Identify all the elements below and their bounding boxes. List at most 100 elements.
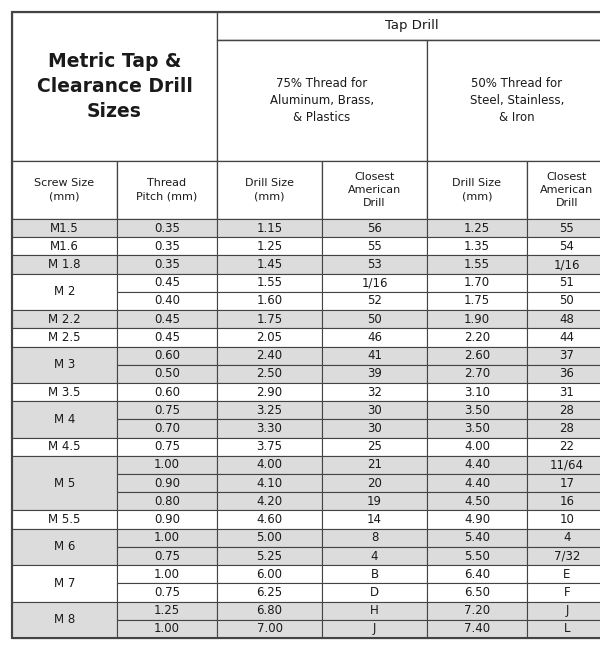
Text: 0.80: 0.80	[154, 495, 180, 508]
Text: F: F	[563, 586, 571, 599]
Bar	[427, 346, 527, 365]
Bar	[427, 620, 527, 638]
Text: 5.25: 5.25	[257, 549, 283, 562]
Bar	[427, 328, 527, 346]
Bar	[117, 565, 217, 583]
Text: 6.00: 6.00	[257, 567, 283, 580]
Text: 50% Thread for
Steel, Stainless,
& Iron: 50% Thread for Steel, Stainless, & Iron	[470, 77, 564, 124]
Text: 1.00: 1.00	[154, 623, 180, 636]
Text: 6.80: 6.80	[257, 604, 283, 617]
Text: 1.70: 1.70	[464, 276, 490, 289]
Text: 3.30: 3.30	[257, 422, 283, 435]
Text: Drill Size
(mm): Drill Size (mm)	[452, 178, 502, 202]
Bar	[217, 161, 322, 219]
Text: M 8: M 8	[54, 614, 75, 627]
Text: 6.25: 6.25	[256, 586, 283, 599]
Bar	[12, 310, 117, 328]
Bar	[217, 274, 322, 292]
Bar	[117, 547, 217, 565]
Text: 50: 50	[367, 313, 382, 326]
Bar	[117, 346, 217, 365]
Bar	[217, 328, 322, 346]
Text: 31: 31	[560, 385, 574, 398]
Bar	[527, 274, 600, 292]
Text: 0.90: 0.90	[154, 476, 180, 489]
Text: 5.40: 5.40	[464, 531, 490, 544]
Text: 28: 28	[560, 404, 574, 417]
Text: M 7: M 7	[54, 577, 75, 590]
Text: 14: 14	[367, 513, 382, 526]
Text: 4.40: 4.40	[464, 458, 490, 471]
Bar	[322, 328, 427, 346]
Text: 75% Thread for
Aluminum, Brass,
& Plastics: 75% Thread for Aluminum, Brass, & Plasti…	[270, 77, 374, 124]
Text: 4.20: 4.20	[256, 495, 283, 508]
Bar	[527, 474, 600, 492]
Bar	[217, 528, 322, 547]
Text: 4: 4	[563, 531, 571, 544]
Bar	[427, 601, 527, 620]
Bar	[427, 274, 527, 292]
Bar	[527, 528, 600, 547]
Bar	[322, 456, 427, 474]
Text: M 5.5: M 5.5	[49, 513, 80, 526]
Bar	[117, 310, 217, 328]
Text: M1.5: M1.5	[50, 222, 79, 235]
Bar	[322, 565, 427, 583]
Text: 5.50: 5.50	[464, 549, 490, 562]
Text: 7.00: 7.00	[257, 623, 283, 636]
Text: Closest
American
Drill: Closest American Drill	[541, 172, 593, 208]
Text: M 2.5: M 2.5	[48, 331, 81, 344]
Bar	[527, 219, 600, 237]
Text: M 5: M 5	[54, 476, 75, 489]
Bar	[117, 274, 217, 292]
Bar	[427, 437, 527, 456]
Text: 1.45: 1.45	[256, 258, 283, 271]
Bar	[117, 456, 217, 474]
Bar	[217, 419, 322, 437]
Bar	[12, 601, 117, 638]
Bar	[527, 161, 600, 219]
Text: Screw Size
(mm): Screw Size (mm)	[34, 178, 95, 202]
Bar	[217, 40, 427, 161]
Bar	[217, 601, 322, 620]
Bar	[427, 310, 527, 328]
Bar	[427, 40, 600, 161]
Text: 1.55: 1.55	[464, 258, 490, 271]
Bar	[12, 274, 117, 310]
Text: 5.00: 5.00	[257, 531, 283, 544]
Text: L: L	[564, 623, 570, 636]
Bar	[527, 601, 600, 620]
Text: J: J	[373, 623, 376, 636]
Text: 1.15: 1.15	[256, 222, 283, 235]
Bar	[217, 310, 322, 328]
Bar	[527, 365, 600, 383]
Bar	[527, 346, 600, 365]
Text: 0.75: 0.75	[154, 440, 180, 453]
Text: H: H	[370, 604, 379, 617]
Text: 0.40: 0.40	[154, 294, 180, 307]
Text: M 1.8: M 1.8	[48, 258, 81, 271]
Text: 0.45: 0.45	[154, 313, 180, 326]
Text: 1.90: 1.90	[464, 313, 490, 326]
Bar	[117, 255, 217, 274]
Text: 1/16: 1/16	[554, 258, 580, 271]
Bar	[322, 383, 427, 401]
Text: 1.25: 1.25	[464, 222, 490, 235]
Bar	[427, 565, 527, 583]
Text: 30: 30	[367, 422, 382, 435]
Text: 3.25: 3.25	[257, 404, 283, 417]
Text: 55: 55	[560, 222, 574, 235]
Text: 4.50: 4.50	[464, 495, 490, 508]
Text: M 2: M 2	[54, 285, 75, 298]
Bar	[117, 328, 217, 346]
Bar	[427, 419, 527, 437]
Text: M 2.2: M 2.2	[48, 313, 81, 326]
Text: 17: 17	[560, 476, 575, 489]
Text: 1.55: 1.55	[257, 276, 283, 289]
Bar	[427, 292, 527, 310]
Bar	[12, 219, 117, 237]
Bar	[117, 474, 217, 492]
Bar	[117, 365, 217, 383]
Bar	[117, 419, 217, 437]
Text: 30: 30	[367, 404, 382, 417]
